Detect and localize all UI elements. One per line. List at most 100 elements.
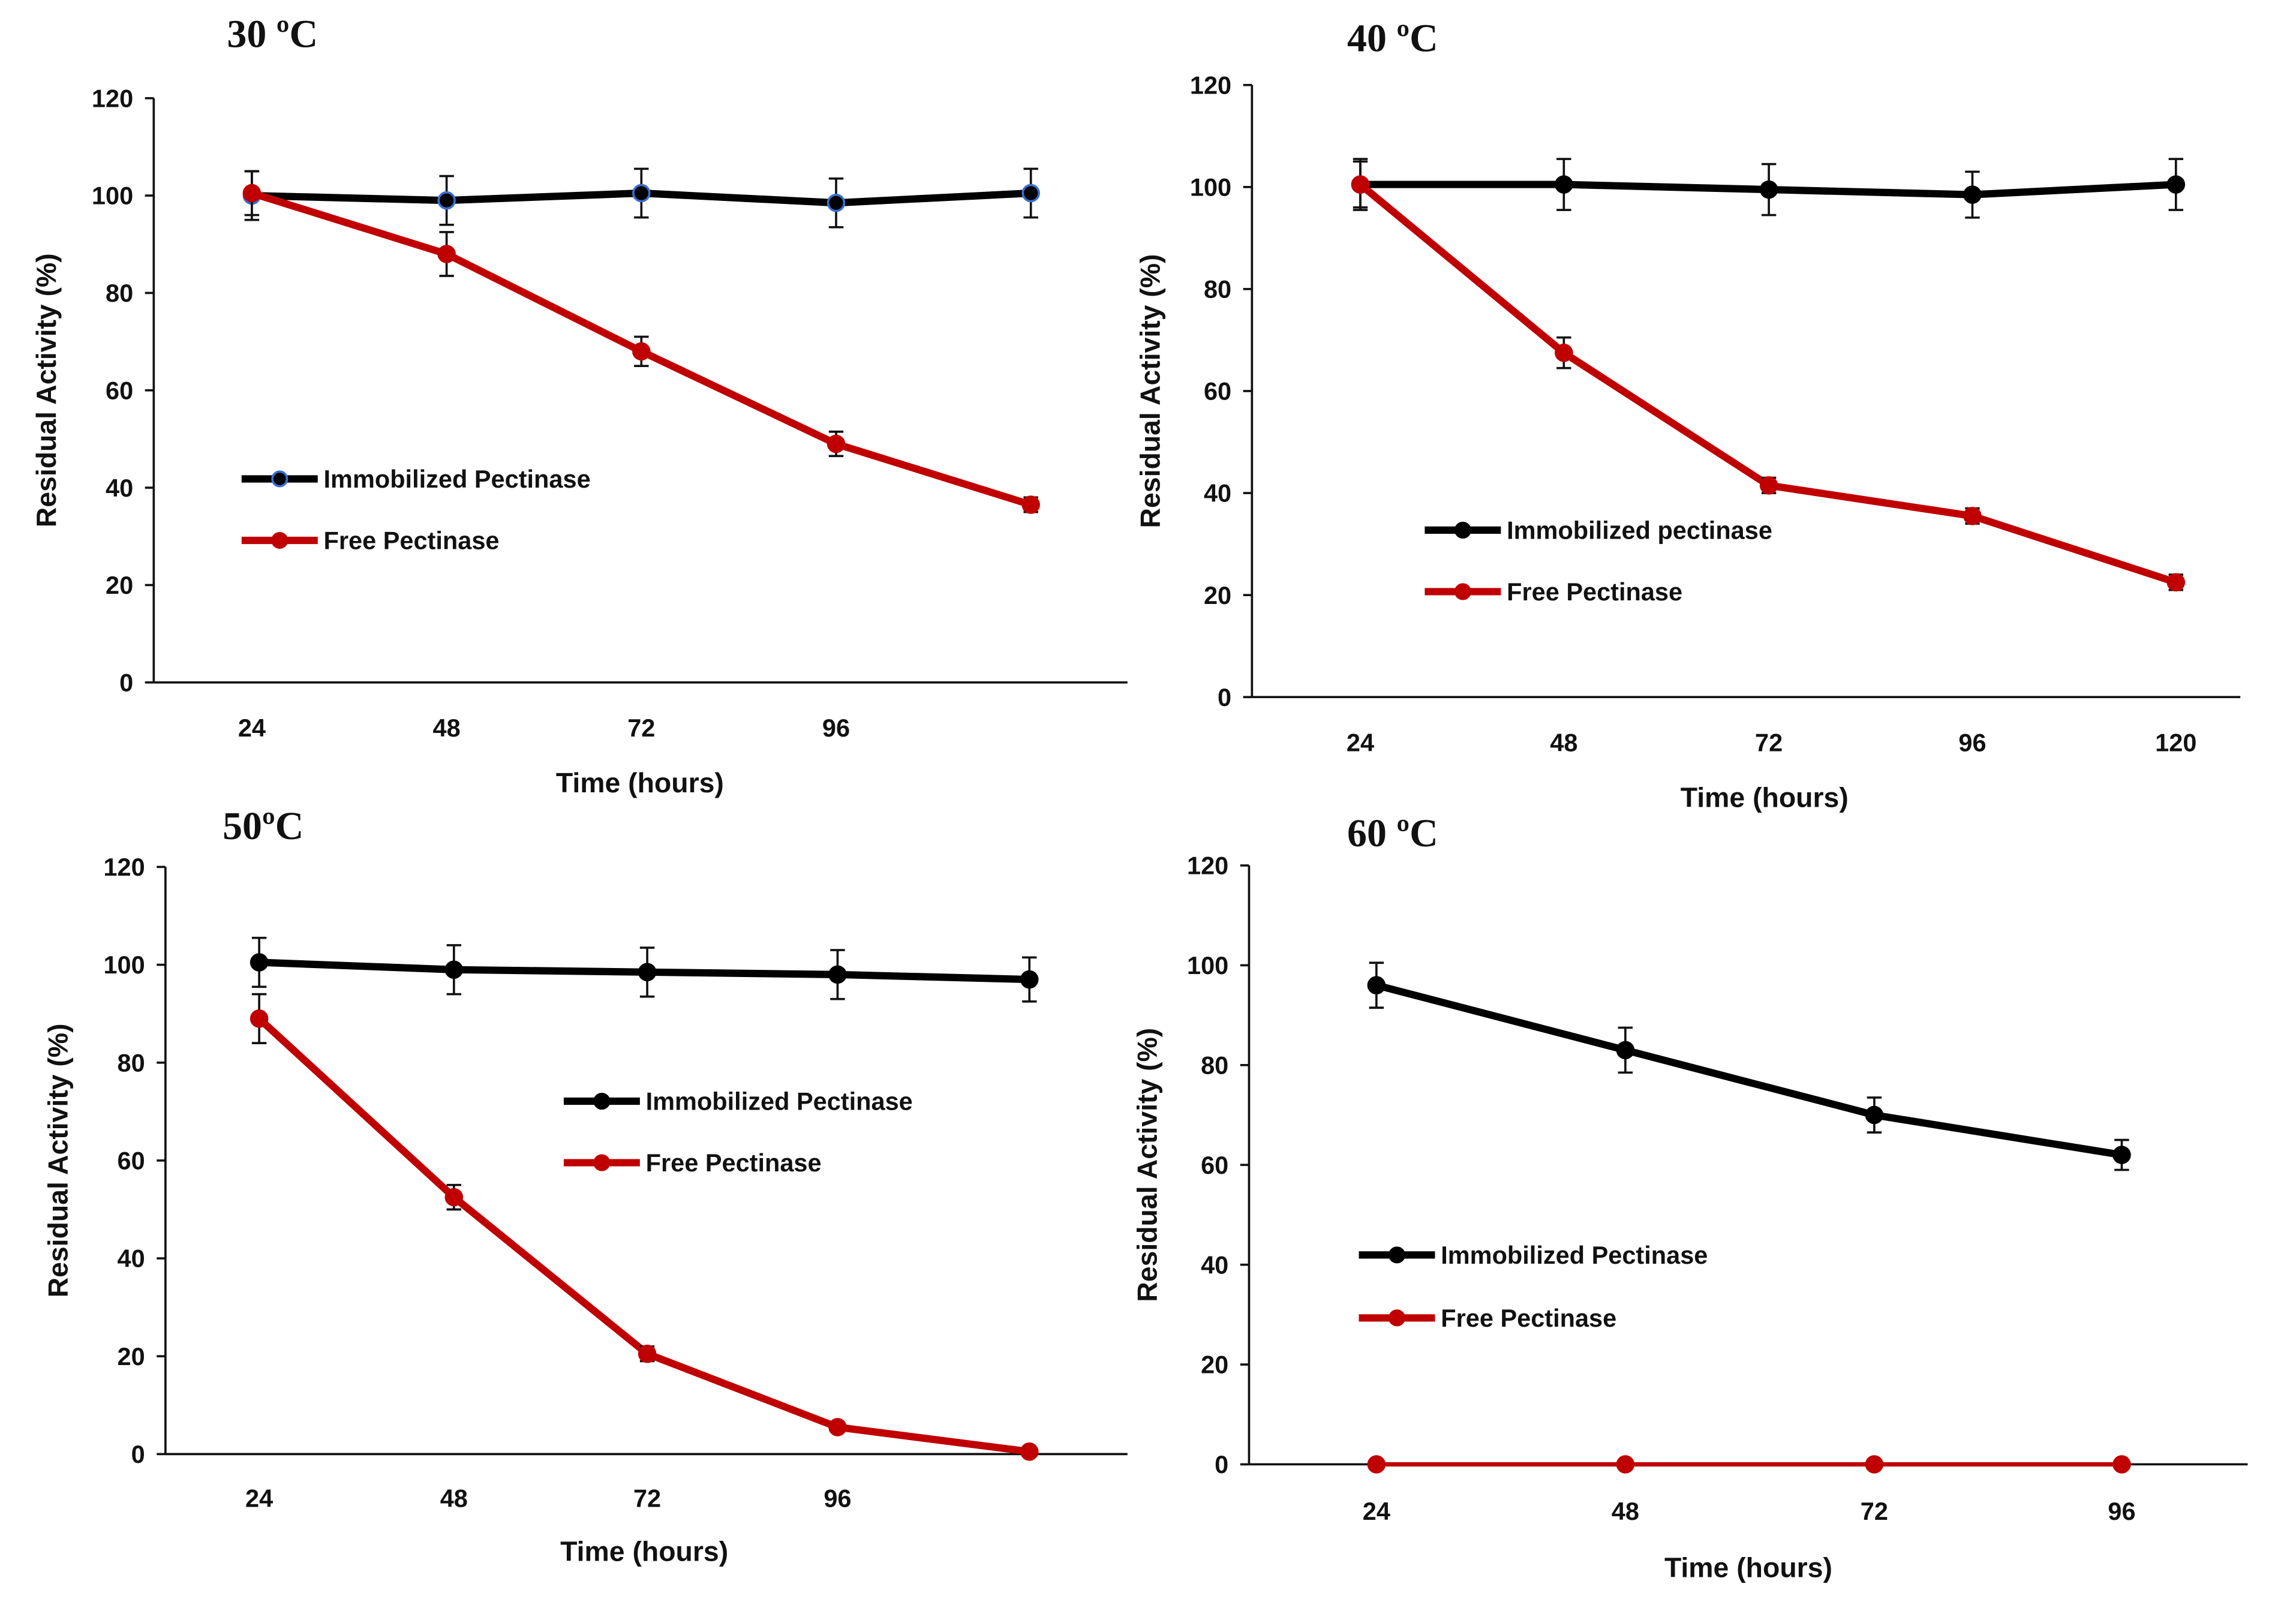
- x-tick-label: 72: [633, 1484, 661, 1512]
- y-axis-label: Residual Activity (%): [1132, 1028, 1163, 1302]
- x-tick-label: 96: [822, 714, 850, 742]
- data-point: [1020, 970, 1039, 989]
- data-point: [827, 434, 846, 453]
- data-point: [1865, 1105, 1884, 1125]
- data-point: [632, 184, 651, 203]
- y-tick-label: 20: [118, 1342, 145, 1370]
- y-tick-label: 20: [1201, 1351, 1228, 1379]
- y-tick-label: 60: [1201, 1151, 1228, 1179]
- legend-entry: Free Pectinase: [563, 1149, 822, 1177]
- y-tick-label: 40: [106, 474, 133, 502]
- data-point: [1865, 1455, 1884, 1474]
- series-free: [1351, 160, 2186, 592]
- y-tick-label: 80: [1201, 1051, 1228, 1079]
- y-tick-label: 20: [106, 571, 133, 599]
- data-point: [1021, 495, 1040, 514]
- data-point: [827, 193, 846, 212]
- x-axis-label: Time (hours): [1681, 782, 1849, 813]
- chart-panel-3: 60 ºC 0 20 40 60 80 100 120 24 48 72 96 Time (hours)…: [1132, 811, 2248, 1583]
- legend-label: Immobilized pectinase: [1507, 516, 1772, 545]
- legend-marker: [593, 1154, 611, 1171]
- legend-marker: [1388, 1246, 1406, 1264]
- x-tick-label: 24: [1363, 1497, 1390, 1525]
- x-axis-label: Time (hours): [556, 767, 724, 798]
- legend-marker: [271, 531, 288, 549]
- legend-marker: [593, 1092, 611, 1110]
- y-tick-label: 0: [119, 668, 133, 696]
- data-point: [828, 1418, 847, 1436]
- legend-label: Free Pectinase: [1507, 578, 1682, 606]
- y-tick-label: 120: [103, 853, 145, 881]
- data-point: [2112, 1146, 2131, 1164]
- y-tick-label: 40: [1204, 479, 1231, 507]
- legend-entry: Immobilized pectinase: [1425, 516, 1772, 545]
- y-tick-label: 60: [106, 376, 133, 404]
- legend-label: Immobilized Pectinase: [1441, 1241, 1708, 1269]
- data-point: [1367, 1455, 1386, 1474]
- chart-title: 50ºC: [223, 804, 303, 848]
- data-point: [1759, 476, 1778, 495]
- data-point: [632, 342, 651, 361]
- legend-marker: [1388, 1309, 1406, 1327]
- x-axis-label: Time (hours): [1664, 1552, 1832, 1583]
- data-point: [1616, 1041, 1635, 1060]
- x-axis-label: Time (hours): [560, 1536, 728, 1567]
- data-point: [1367, 976, 1386, 994]
- series-free: [242, 170, 1040, 514]
- data-point: [1963, 185, 1982, 204]
- data-point: [250, 1009, 269, 1028]
- legend-label: Free Pectinase: [324, 527, 500, 555]
- series-immobilized: [1351, 158, 2186, 219]
- data-point: [444, 1188, 464, 1207]
- y-tick-label: 0: [1215, 1450, 1228, 1478]
- series-free: [250, 993, 1039, 1461]
- x-tick-label: 24: [238, 714, 266, 742]
- x-tick-label: 48: [1612, 1497, 1639, 1525]
- legend-label: Immobilized Pectinase: [324, 465, 591, 493]
- y-tick-label: 120: [1190, 71, 1231, 99]
- data-point: [1020, 1442, 1039, 1461]
- data-point: [437, 245, 456, 263]
- x-tick-label: 96: [1958, 729, 1986, 757]
- legend-entry: Free Pectinase: [241, 527, 500, 555]
- data-point: [1021, 184, 1040, 203]
- data-point: [2166, 175, 2186, 194]
- y-tick-label: 120: [92, 84, 133, 112]
- x-tick-label: 48: [1550, 729, 1577, 757]
- legend-entry: Immobilized Pectinase: [1359, 1241, 1708, 1269]
- y-axis-label: Residual Activity (%): [31, 253, 62, 527]
- data-point: [1555, 343, 1573, 362]
- series-immobilized: [242, 167, 1040, 229]
- series-line: [1375, 981, 2123, 1159]
- chart-title: 30 ºC: [227, 12, 318, 56]
- y-tick-label: 100: [103, 951, 145, 979]
- data-point: [250, 953, 269, 972]
- x-tick-label: 72: [1755, 729, 1783, 757]
- y-tick-label: 80: [118, 1048, 145, 1077]
- legend-entry: Immobilized Pectinase: [241, 465, 591, 493]
- legend-entry: Free Pectinase: [1425, 578, 1682, 606]
- y-axis-label: Residual Activity (%): [1135, 254, 1166, 528]
- data-point: [1351, 175, 1370, 194]
- y-tick-label: 80: [1204, 275, 1231, 303]
- legend-entry: Free Pectinase: [1359, 1304, 1616, 1332]
- legend-label: Free Pectinase: [1441, 1304, 1616, 1332]
- chart-panel-2: 50ºC 0 20 40 60 80 100 120 24 48 72 96 Time (hours) R…: [42, 804, 1128, 1567]
- chart-title: 40 ºC: [1347, 17, 1438, 61]
- data-point: [2166, 573, 2186, 592]
- data-point: [444, 960, 464, 979]
- x-tick-label: 24: [1347, 729, 1374, 757]
- data-point: [1759, 180, 1778, 199]
- legend-label: Immobilized Pectinase: [646, 1087, 913, 1116]
- series-free: [1367, 1455, 2131, 1474]
- y-tick-label: 120: [1187, 852, 1228, 880]
- y-tick-label: 40: [118, 1245, 145, 1273]
- y-tick-label: 80: [106, 279, 133, 307]
- x-tick-label: 48: [440, 1484, 468, 1512]
- data-point: [242, 184, 262, 203]
- data-point: [437, 191, 456, 210]
- chart-panel-1: 40 ºC 0 20 40 60 80 100 120 24 48 72 96 120 Time (hou…: [1135, 17, 2241, 813]
- series-immobilized: [1367, 961, 2131, 1171]
- y-tick-label: 20: [1204, 581, 1231, 609]
